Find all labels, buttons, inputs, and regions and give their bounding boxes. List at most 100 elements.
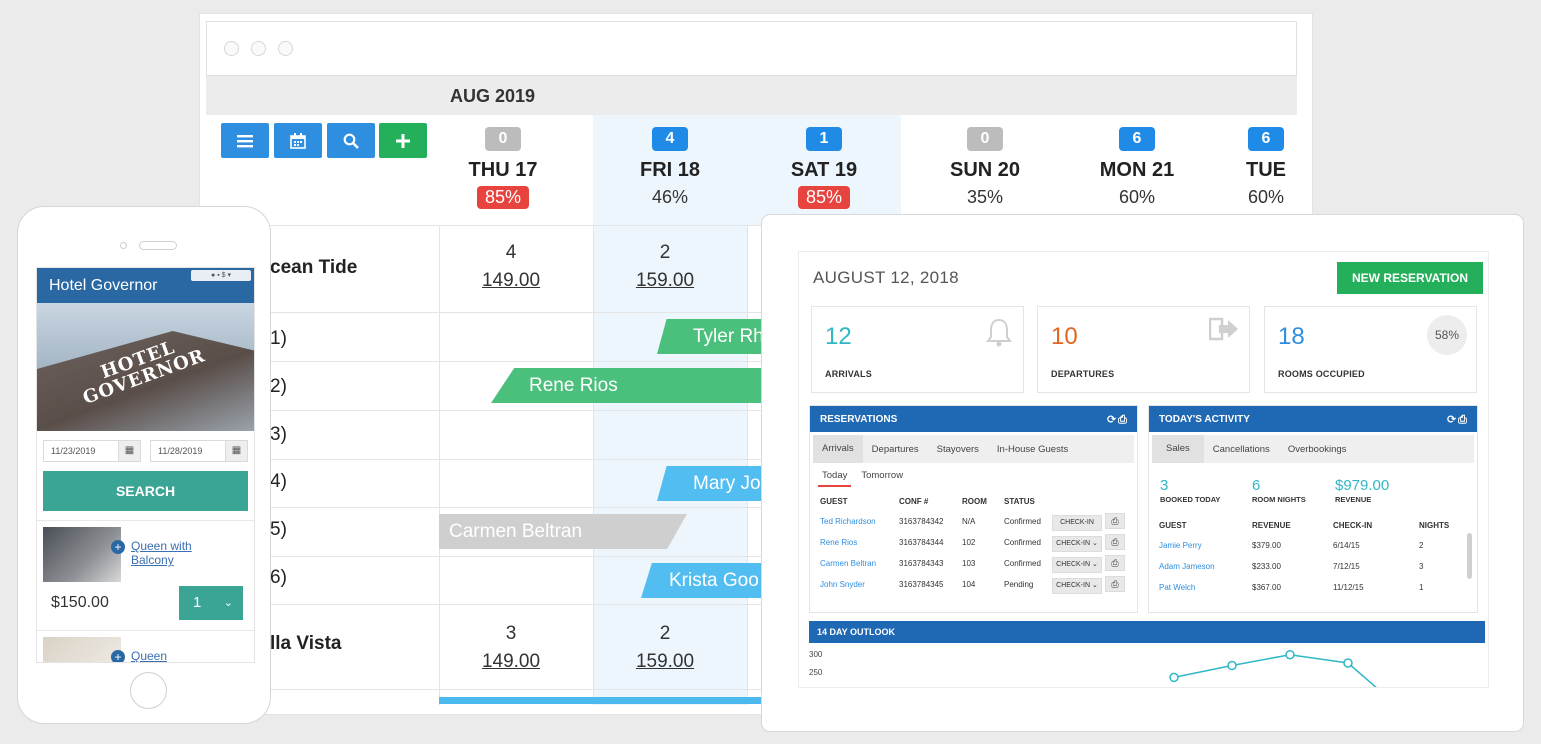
phone-speaker <box>139 241 177 250</box>
checkout-date-field[interactable]: 11/28/2019 ▦ <box>150 440 248 462</box>
room-name-link[interactable]: Queen with Balcony <box>111 539 192 567</box>
scrollbar-thumb[interactable] <box>1467 533 1472 579</box>
guest-link[interactable]: Jamie Perry <box>1159 541 1202 550</box>
column-header: CHECK-IN <box>1333 520 1373 530</box>
tab-departures[interactable]: Departures <box>871 443 919 455</box>
booked-today-stat: 3 BOOKED TODAY <box>1160 477 1220 504</box>
data-point[interactable] <box>1227 660 1237 671</box>
check-in-date: 11/12/15 <box>1333 583 1364 592</box>
activity-panel: TODAY'S ACTIVITY ⟳⎙ Sales Cancellations … <box>1148 405 1478 613</box>
grid-line <box>747 225 748 705</box>
print-icon[interactable]: ⎙ <box>1105 533 1125 550</box>
day-header[interactable]: 4 FRI 18 46% <box>593 115 747 225</box>
tab-in-house-guests[interactable]: In-House Guests <box>996 443 1069 455</box>
reservation-bar[interactable]: Tyler Rh <box>657 319 777 354</box>
rate-value[interactable]: 159.00 <box>635 270 695 291</box>
nights: 1 <box>1419 583 1424 592</box>
departures-card[interactable]: 10 DEPARTURES <box>1037 306 1250 393</box>
window-maximize-dot[interactable] <box>278 41 293 56</box>
check-in-button[interactable]: CHECK-IN ⌄ <box>1052 577 1102 594</box>
data-point[interactable] <box>1343 658 1353 668</box>
calendar-button[interactable] <box>274 123 322 158</box>
day-arrivals-badge: 6 <box>1119 127 1155 151</box>
check-in-button[interactable]: CHECK-IN ⌄ <box>1052 535 1102 552</box>
tab-overbookings[interactable]: Overbookings <box>1287 443 1347 455</box>
menu-button[interactable] <box>221 123 269 158</box>
room-photo <box>43 527 121 582</box>
room-name-line: Queen with <box>131 539 192 553</box>
search-icon <box>343 133 359 149</box>
guest-link[interactable]: Pat Welch <box>1159 583 1196 592</box>
room-name-link[interactable]: Queen <box>110 649 167 662</box>
plus-icon <box>396 133 410 148</box>
guest-link[interactable]: Ted Richardson <box>820 517 876 526</box>
stat-value: $979.00 <box>1335 477 1390 494</box>
reservation-bar[interactable]: Mary Jo <box>657 466 777 501</box>
tab-arrivals[interactable]: Arrivals <box>813 435 863 463</box>
tab-cancellations[interactable]: Cancellations <box>1212 443 1270 455</box>
refresh-print-icons[interactable]: ⟳⎙ <box>1106 414 1129 426</box>
refresh-print-icons[interactable]: ⟳⎙ <box>1446 414 1469 426</box>
print-icon[interactable]: ⎙ <box>1105 512 1125 529</box>
guest-link[interactable]: Carmen Beltran <box>820 559 877 568</box>
arrivals-card[interactable]: 12 ARRIVALS <box>811 306 1024 393</box>
room-label: 2) <box>270 376 287 397</box>
reservations-table: GUEST CONF # ROOM STATUS Ted Richardson … <box>820 491 1134 595</box>
check-in-button[interactable]: CHECK-IN ⌄ <box>1052 556 1102 573</box>
rate-value[interactable]: 159.00 <box>635 651 695 672</box>
outlook-header: 14 DAY OUTLOOK <box>809 621 1485 643</box>
guest-link[interactable]: Adam Jameson <box>1159 562 1215 571</box>
tab-stayovers[interactable]: Stayovers <box>936 443 979 455</box>
print-icon[interactable]: ⎙ <box>1105 554 1125 571</box>
calendar-icon[interactable]: ▦ <box>118 441 140 461</box>
new-reservation-button[interactable]: NEW RESERVATION <box>1337 262 1483 294</box>
search-button[interactable]: SEARCH <box>43 471 248 511</box>
panel-header: TODAY'S ACTIVITY ⟳⎙ <box>1149 406 1477 432</box>
reservation-bar[interactable]: Rene Rios <box>491 368 781 403</box>
day-name: SAT 19 <box>790 159 858 181</box>
check-in-button[interactable]: CHECK-IN <box>1052 514 1102 531</box>
subtab-tomorrow[interactable]: Tomorrow <box>861 470 904 481</box>
quantity-select[interactable]: 1 ⌄ <box>179 586 243 620</box>
status: Confirmed <box>1004 517 1041 526</box>
calendar-icon[interactable]: ▦ <box>225 441 247 461</box>
data-point[interactable] <box>1169 672 1179 683</box>
tab-sales[interactable]: Sales <box>1152 435 1204 463</box>
print-icon[interactable]: ⎙ <box>1105 575 1125 592</box>
booking-header: Hotel Governor ● ▪ $ ▾ <box>37 268 254 303</box>
room-label: 4) <box>270 471 287 492</box>
reservation-bar[interactable] <box>439 697 769 704</box>
reservation-bar[interactable]: Carmen Beltran <box>439 514 687 549</box>
rate-cell[interactable]: 4 149.00 <box>434 242 588 292</box>
conf-number: 3163784344 <box>899 538 944 547</box>
window-minimize-dot[interactable] <box>251 41 266 56</box>
language-currency-icon[interactable]: ● ▪ $ ▾ <box>191 270 251 281</box>
day-header[interactable]: 0 SUN 20 35% <box>908 115 1062 225</box>
guest-link[interactable]: Rene Rios <box>820 538 858 547</box>
rate-cell[interactable]: 2 159.00 <box>588 623 742 673</box>
window-close-dot[interactable] <box>224 41 239 56</box>
add-button[interactable] <box>379 123 427 158</box>
rate-cell[interactable]: 2 159.00 <box>588 242 742 292</box>
column-header: NIGHTS <box>1419 520 1450 530</box>
day-header[interactable]: 1 SAT 19 85% <box>747 115 901 225</box>
rate-value[interactable]: 149.00 <box>481 270 541 291</box>
day-header[interactable]: 6 TUE 60% <box>1206 115 1312 225</box>
stat-label: REVENUE <box>1335 495 1372 504</box>
search-button[interactable] <box>327 123 375 158</box>
rate-cell[interactable]: 3 149.00 <box>434 623 588 673</box>
grid-line <box>206 361 1297 362</box>
day-header[interactable]: 0 THU 17 85% <box>426 115 580 225</box>
guest-link[interactable]: John Snyder <box>820 580 865 589</box>
month-header: AUG 2019 <box>206 75 1297 115</box>
data-point[interactable] <box>1285 649 1295 660</box>
subtab-today[interactable]: Today <box>818 470 852 487</box>
reservation-bar[interactable]: Krista Goo <box>641 563 777 598</box>
nights: 3 <box>1419 562 1424 571</box>
day-header[interactable]: 6 MON 21 60% <box>1060 115 1214 225</box>
checkin-date-field[interactable]: 11/23/2019 ▦ <box>43 440 141 462</box>
room-name-line: Balcony <box>131 553 174 567</box>
rate-value[interactable]: 149.00 <box>481 651 541 672</box>
grid-line <box>206 410 1297 411</box>
rooms-occupied-card[interactable]: 18 ROOMS OCCUPIED 58% <box>1264 306 1477 393</box>
